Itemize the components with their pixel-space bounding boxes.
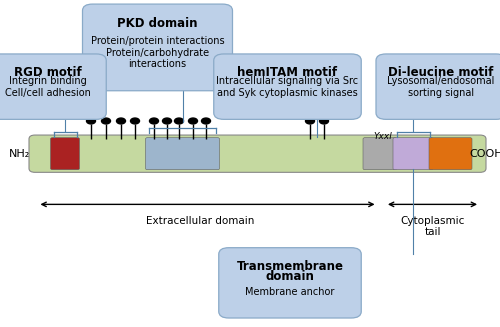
Text: Extracellular domain: Extracellular domain [146,216,254,226]
Circle shape [150,118,158,124]
Circle shape [320,118,328,124]
Text: PKD domain: PKD domain [117,17,198,29]
FancyBboxPatch shape [0,54,106,119]
Text: COOH: COOH [469,149,500,159]
Circle shape [162,118,172,124]
Text: Lysosomal/endosomal
sorting signal: Lysosomal/endosomal sorting signal [388,77,494,98]
FancyBboxPatch shape [218,248,361,318]
FancyBboxPatch shape [82,4,233,91]
Circle shape [86,118,96,124]
Circle shape [174,118,184,124]
Text: Protein/protein interactions
Protein/carbohydrate
interactions: Protein/protein interactions Protein/car… [90,36,224,70]
Text: RGD motif: RGD motif [14,66,82,79]
Circle shape [202,118,210,124]
Text: domain: domain [266,270,314,283]
Text: NH₂: NH₂ [10,149,30,159]
FancyBboxPatch shape [363,138,397,170]
FancyBboxPatch shape [214,54,361,119]
Text: Intracellular signaling via Src
and Syk cytoplasmic kinases: Intracellular signaling via Src and Syk … [216,77,358,98]
Text: Di-leucine motif: Di-leucine motif [388,66,494,79]
Circle shape [116,118,126,124]
FancyBboxPatch shape [50,138,80,170]
FancyBboxPatch shape [376,54,500,119]
FancyBboxPatch shape [429,138,472,170]
Text: Cytoplasmic
tail: Cytoplasmic tail [400,216,464,237]
Circle shape [306,118,314,124]
Text: Transmembrane: Transmembrane [236,260,344,273]
Circle shape [130,118,140,124]
Circle shape [102,118,110,124]
FancyBboxPatch shape [393,138,433,170]
Circle shape [188,118,198,124]
Text: hemITAM motif: hemITAM motif [238,66,338,79]
Text: Yxxl: Yxxl [374,132,392,141]
FancyBboxPatch shape [146,138,220,170]
Text: Integrin binding
Cell/cell adhesion: Integrin binding Cell/cell adhesion [4,77,90,98]
FancyBboxPatch shape [29,135,486,172]
Text: Membrane anchor: Membrane anchor [246,287,334,297]
